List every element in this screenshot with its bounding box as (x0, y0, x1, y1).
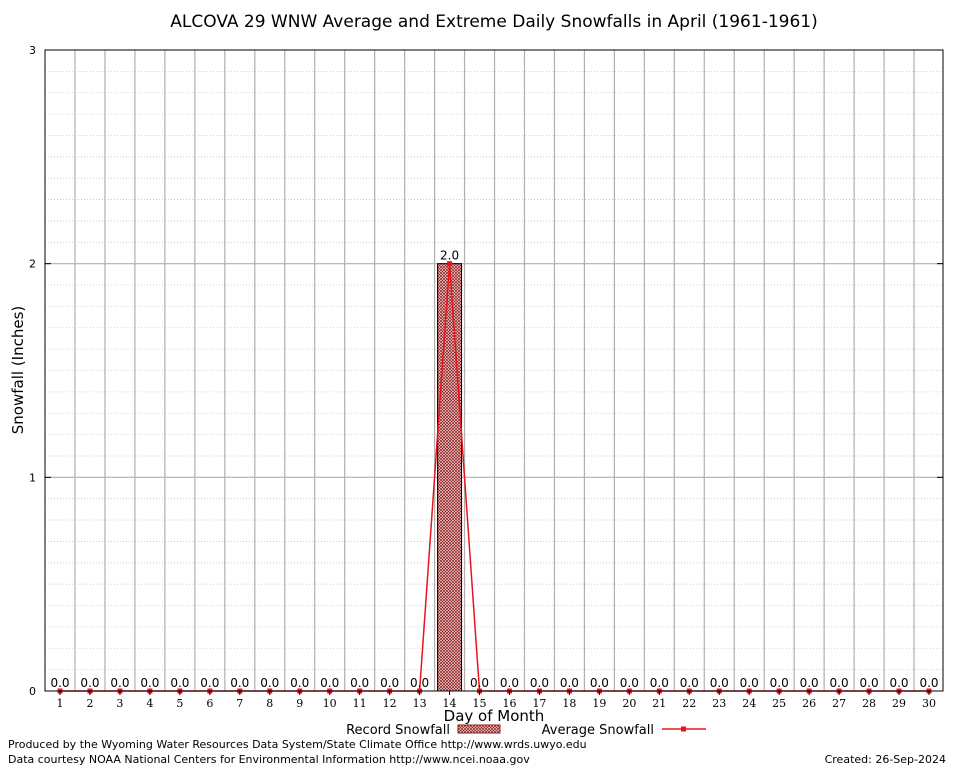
data-label-day-13: 0.0 (410, 676, 429, 690)
created-date: Created: 26-Sep-2024 (824, 753, 946, 766)
data-label-day-1: 0.0 (50, 676, 69, 690)
legend-label-record: Record Snowfall (346, 723, 450, 738)
x-tick-label-11: 11 (353, 697, 367, 710)
x-tick-label-13: 13 (413, 697, 427, 710)
data-label-day-28: 0.0 (860, 676, 879, 690)
data-labels-group: 0.0 0.0 0.0 0.0 0.0 0.0 0.0 0.0 0.0 0.0 0.0 0.0 0.0 2… (50, 249, 938, 690)
legend: Record Snowfall Average Snowfall (346, 723, 706, 738)
y-axis-label: Snowfall (Inches) (9, 306, 27, 434)
data-label-day-21: 0.0 (650, 676, 669, 690)
produced-by-credit: Produced by the Wyoming Water Resources … (8, 738, 587, 751)
x-axis-label: Day of Month (444, 707, 545, 725)
y-tick-label: 1 (29, 471, 36, 484)
x-tick-label-27: 27 (832, 697, 846, 710)
data-label-day-26: 0.0 (800, 676, 819, 690)
x-tick-label-4: 4 (146, 697, 153, 710)
x-tick-label-10: 10 (323, 697, 337, 710)
data-label-day-14: 2.0 (440, 249, 459, 263)
data-label-day-19: 0.0 (590, 676, 609, 690)
x-tick-label-18: 18 (562, 697, 576, 710)
data-label-day-3: 0.0 (110, 676, 129, 690)
data-label-day-8: 0.0 (260, 676, 279, 690)
data-label-day-18: 0.0 (560, 676, 579, 690)
data-label-day-15: 0.0 (470, 676, 489, 690)
legend-swatch-average-marker (681, 726, 686, 732)
plot-frame (44, 49, 944, 692)
record-bar-day-14 (437, 263, 463, 692)
data-label-day-25: 0.0 (770, 676, 789, 690)
x-tick-label-26: 26 (802, 697, 816, 710)
data-label-day-17: 0.0 (530, 676, 549, 690)
data-label-day-9: 0.0 (290, 676, 309, 690)
x-tick-label-15: 15 (473, 697, 487, 710)
x-tick-label-5: 5 (176, 697, 183, 710)
x-tick-label-1: 1 (57, 697, 64, 710)
data-label-day-11: 0.0 (350, 676, 369, 690)
data-label-day-6: 0.0 (200, 676, 219, 690)
x-tick-label-7: 7 (236, 697, 243, 710)
x-tick-label-19: 19 (592, 697, 606, 710)
data-label-day-27: 0.0 (830, 676, 849, 690)
x-tick-label-12: 12 (383, 697, 397, 710)
data-label-day-23: 0.0 (710, 676, 729, 690)
data-label-day-30: 0.0 (919, 676, 938, 690)
average-marker-day-14 (447, 261, 453, 267)
x-tick-label-24: 24 (742, 697, 756, 710)
bars-group (437, 263, 463, 692)
x-tick-label-21: 21 (652, 697, 666, 710)
data-label-day-20: 0.0 (620, 676, 639, 690)
x-tick-label-2: 2 (86, 697, 93, 710)
y-tick-label: 3 (29, 44, 36, 57)
x-tick-label-8: 8 (266, 697, 273, 710)
x-tick-label-28: 28 (862, 697, 876, 710)
y-tick-label: 0 (29, 685, 36, 698)
x-tick-label-29: 29 (892, 697, 906, 710)
legend-swatch-record (457, 724, 501, 734)
x-tick-label-3: 3 (116, 697, 123, 710)
data-label-day-4: 0.0 (140, 676, 159, 690)
x-tick-label-25: 25 (772, 697, 786, 710)
x-tick-label-14: 14 (443, 697, 457, 710)
data-label-day-24: 0.0 (740, 676, 759, 690)
data-label-day-10: 0.0 (320, 676, 339, 690)
x-tick-label-9: 9 (296, 697, 303, 710)
data-label-day-2: 0.0 (80, 676, 99, 690)
x-tick-label-6: 6 (206, 697, 213, 710)
legend-label-average: Average Snowfall (542, 723, 654, 738)
x-tick-label-30: 30 (922, 697, 936, 710)
x-tick-label-20: 20 (622, 697, 636, 710)
data-label-day-12: 0.0 (380, 676, 399, 690)
x-tick-label-23: 23 (712, 697, 726, 710)
data-label-day-5: 0.0 (170, 676, 189, 690)
data-courtesy-credit: Data courtesy NOAA National Centers for … (8, 753, 530, 766)
data-label-day-16: 0.0 (500, 676, 519, 690)
x-tick-label-22: 22 (682, 697, 696, 710)
y-tick-label: 2 (29, 258, 36, 271)
x-tick-label-16: 16 (502, 697, 516, 710)
x-tick-label-17: 17 (532, 697, 546, 710)
data-label-day-7: 0.0 (230, 676, 249, 690)
chart-title: ALCOVA 29 WNW Average and Extreme Daily … (170, 12, 817, 32)
data-label-day-22: 0.0 (680, 676, 699, 690)
grid-lines (45, 50, 943, 691)
data-label-day-29: 0.0 (889, 676, 908, 690)
